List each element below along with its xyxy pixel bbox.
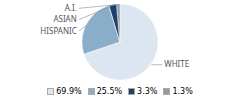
html-text:25.5%: 25.5%: [96, 86, 123, 96]
svg-text:ASIAN: ASIAN: [53, 13, 76, 24]
svg-text:WHITE: WHITE: [164, 58, 189, 69]
html-text:3.3%: 3.3%: [137, 86, 158, 96]
svg-text:A.I.: A.I.: [65, 2, 77, 13]
html-text:69.9%: 69.9%: [56, 86, 82, 96]
html-text:1.3%: 1.3%: [172, 86, 193, 96]
svg-text:HISPANIC: HISPANIC: [40, 25, 76, 36]
